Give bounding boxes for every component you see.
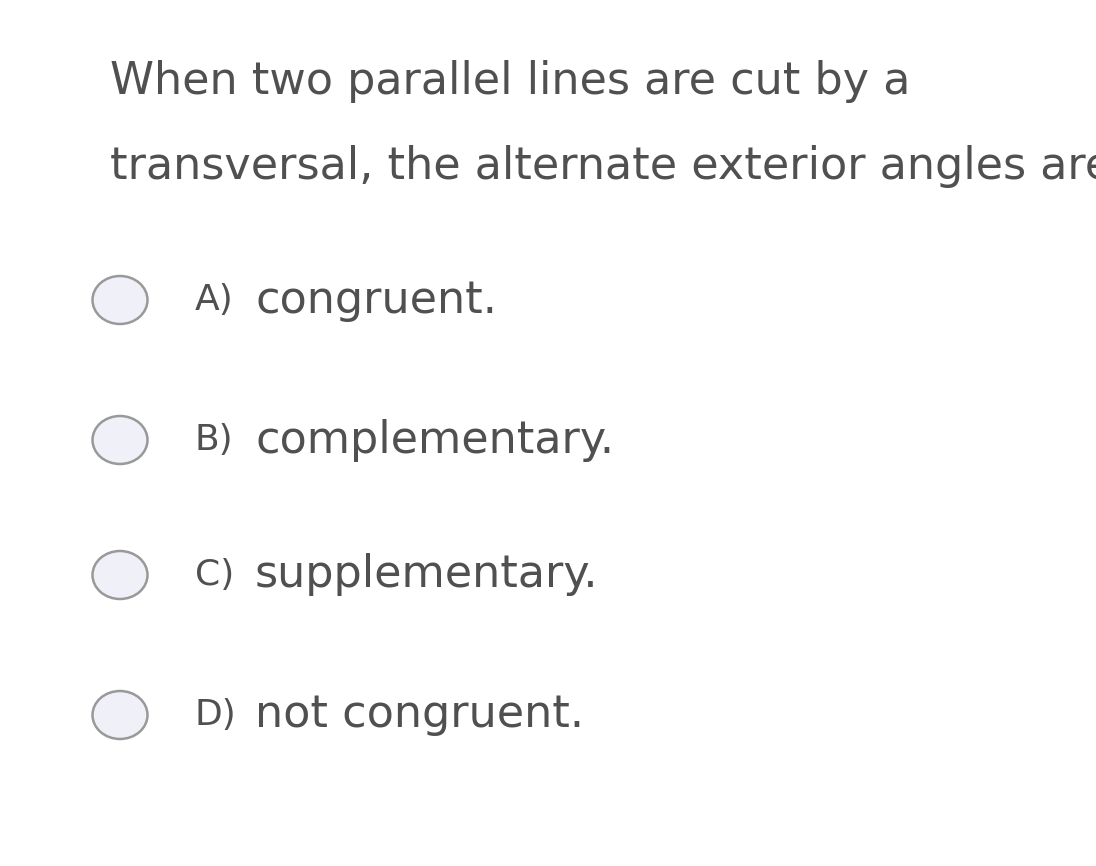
Text: When two parallel lines are cut by a: When two parallel lines are cut by a [110,60,911,103]
Text: supplementary.: supplementary. [255,553,598,597]
Text: transversal, the alternate exterior angles are: transversal, the alternate exterior angl… [110,145,1096,188]
Ellipse shape [92,276,148,324]
Text: A): A) [195,283,233,317]
Text: C): C) [195,558,235,592]
Text: not congruent.: not congruent. [255,694,584,736]
Text: B): B) [195,423,233,457]
Text: complementary.: complementary. [255,418,614,462]
Ellipse shape [92,691,148,739]
Ellipse shape [92,416,148,464]
Text: congruent.: congruent. [255,279,496,321]
Text: D): D) [195,698,237,732]
Ellipse shape [92,551,148,599]
